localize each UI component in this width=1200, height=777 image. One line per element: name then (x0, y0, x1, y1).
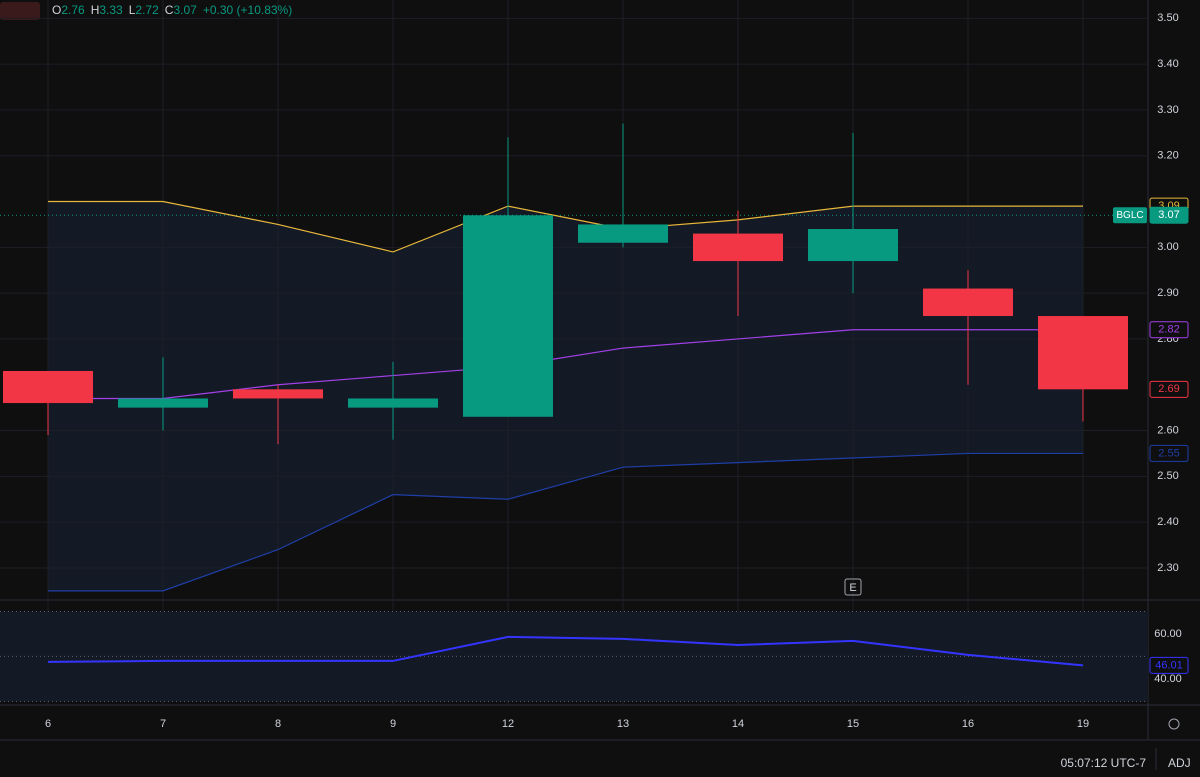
candle-body (233, 389, 323, 399)
y-tick-label: 3.50 (1157, 12, 1178, 24)
y-tick-label: 2.60 (1157, 424, 1178, 436)
symbol-tag: BGLC (1116, 210, 1143, 221)
overlay-line (48, 329, 1083, 400)
oscillator-tick-label: 60.00 (1154, 628, 1182, 640)
x-tick-label: 6 (45, 718, 51, 730)
x-tick-label: 15 (847, 718, 859, 730)
price-tag-value-box (1149, 206, 1189, 224)
line-value-label: 2.82 (1158, 324, 1179, 336)
candle-body (118, 398, 208, 408)
candle-body (923, 288, 1013, 317)
header-value: 3.33 (99, 3, 123, 17)
symbol-tag-box (1113, 207, 1147, 224)
last-close-label-box (1149, 380, 1189, 398)
y-tick-label: 2.90 (1157, 287, 1178, 299)
header-label: O (52, 3, 61, 17)
header-label: H (91, 3, 100, 17)
candle-body (578, 224, 668, 243)
header-label: L (129, 3, 136, 17)
header-value: 2.76 (61, 3, 85, 17)
candle-body (1038, 316, 1128, 390)
line-value-label: 2.55 (1158, 447, 1179, 459)
header-change: +0.30 (+10.83%) (203, 3, 292, 17)
clock: 05:07:12 UTC-7 (1061, 756, 1147, 770)
line-value-label-box (1149, 444, 1189, 462)
oscillator-value-label: 46.01 (1155, 659, 1183, 671)
header-label: C (165, 3, 174, 17)
band-fill (48, 201, 1083, 591)
settings-icon[interactable] (1168, 718, 1180, 730)
oscillator-tick-label: 40.00 (1154, 673, 1182, 685)
candle-body (463, 215, 553, 417)
x-tick-label: 14 (732, 718, 744, 730)
y-tick-label: 2.30 (1157, 562, 1178, 574)
x-tick-label: 8 (275, 718, 281, 730)
y-tick-label: 2.50 (1157, 470, 1178, 482)
header-value: 2.72 (135, 3, 159, 17)
event-marker-box (844, 578, 862, 596)
candle-body (808, 229, 898, 262)
x-tick-label: 12 (502, 718, 514, 730)
x-tick-label: 13 (617, 718, 629, 730)
oscillator-line (47, 635, 1084, 667)
x-tick-label: 7 (160, 718, 166, 730)
x-tick-label: 9 (390, 718, 396, 730)
oscillator-value-label-box (1149, 656, 1189, 674)
last-close-label: 2.69 (1158, 383, 1179, 395)
x-tick-label: 19 (1077, 718, 1089, 730)
overlay-line (48, 200, 1083, 253)
event-marker: E (849, 582, 856, 594)
y-tick-label: 3.20 (1157, 150, 1178, 162)
overlay-line (48, 452, 1083, 592)
y-tick-label: 3.40 (1157, 58, 1178, 70)
y-tick-label: 3.30 (1157, 104, 1178, 116)
candle-body (3, 370, 93, 404)
y-tick-label: 3.00 (1157, 241, 1178, 253)
candle-body (348, 398, 438, 408)
indicator-icon (0, 2, 40, 20)
y-tick-label: 2.40 (1157, 516, 1178, 528)
candle-body (693, 233, 783, 262)
price-tag-value: 3.07 (1158, 209, 1179, 221)
line-value-label-box (1149, 321, 1189, 339)
adj-button[interactable]: ADJ (1168, 756, 1191, 770)
header-value: 3.07 (173, 3, 197, 17)
x-tick-label: 16 (962, 718, 974, 730)
